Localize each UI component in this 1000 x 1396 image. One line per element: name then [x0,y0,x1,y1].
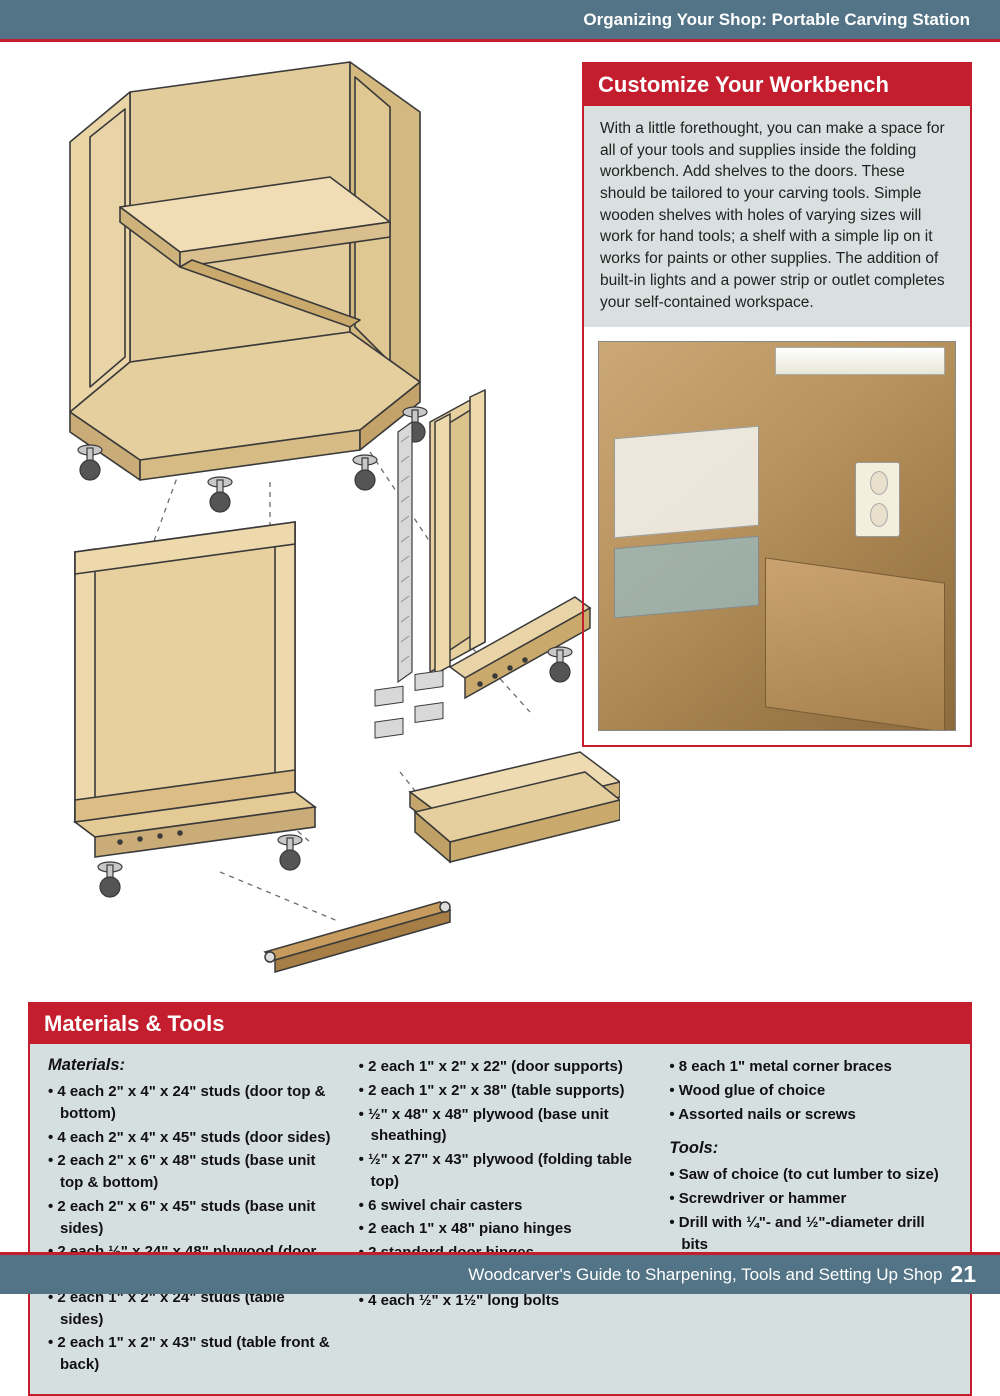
list-item: Screwdriver or hammer [669,1188,952,1210]
tools-label: Tools: [669,1139,952,1158]
materials-list-1: 4 each 2" x 4" x 24" studs (door top & b… [48,1081,331,1376]
list-item: 4 each 2" x 4" x 45" studs (door sides) [48,1127,331,1149]
sidebar-photo [598,341,956,731]
sidebar-callout: Customize Your Workbench With a little f… [582,62,972,747]
tools-list: Saw of choice (to cut lumber to size)Scr… [669,1164,952,1255]
materials-box: Materials & Tools Materials: 4 each 2" x… [28,1002,972,1396]
materials-list-3: 8 each 1" metal corner bracesWood glue o… [669,1056,952,1125]
list-item: 2 each 2" x 6" x 45" studs (base unit si… [48,1196,331,1240]
materials-title: Materials & Tools [30,1004,970,1044]
materials-col-3: 8 each 1" metal corner bracesWood glue o… [669,1056,952,1378]
list-item: 8 each 1" metal corner braces [669,1056,952,1078]
list-item: Wood glue of choice [669,1080,952,1102]
materials-label: Materials: [48,1056,331,1075]
exploded-diagram [20,52,620,992]
list-item: Drill with ¼"- and ½"-diameter drill bit… [669,1212,952,1256]
footer-text: Woodcarver's Guide to Sharpening, Tools … [468,1265,942,1285]
list-item: ½" x 27" x 43" plywood (folding table to… [359,1149,642,1193]
footer-bar: Woodcarver's Guide to Sharpening, Tools … [0,1252,1000,1294]
list-item: 6 swivel chair casters [359,1195,642,1217]
list-item: Assorted nails or screws [669,1104,952,1126]
main-content: Customize Your Workbench With a little f… [0,42,1000,1207]
list-item: 2 each 1" x 2" x 38" (table supports) [359,1080,642,1102]
sidebar-title: Customize Your Workbench [584,64,970,106]
list-item: 4 each 2" x 4" x 24" studs (door top & b… [48,1081,331,1125]
materials-col-1: Materials: 4 each 2" x 4" x 24" studs (d… [48,1056,331,1378]
header-bar: Organizing Your Shop: Portable Carving S… [0,0,1000,42]
list-item: 2 each 1" x 2" x 22" (door supports) [359,1056,642,1078]
list-item: 2 each 2" x 6" x 48" studs (base unit to… [48,1150,331,1194]
page-number: 21 [950,1261,976,1288]
sidebar-body: With a little forethought, you can make … [584,106,970,327]
list-item: 2 each 1" x 2" x 43" stud (table front &… [48,1332,331,1376]
materials-body: Materials: 4 each 2" x 4" x 24" studs (d… [30,1044,970,1394]
list-item: 2 each 1" x 48" piano hinges [359,1218,642,1240]
breadcrumb: Organizing Your Shop: Portable Carving S… [583,10,970,30]
materials-col-2: 2 each 1" x 2" x 22" (door supports)2 ea… [359,1056,642,1378]
list-item: Saw of choice (to cut lumber to size) [669,1164,952,1186]
list-item: ½" x 48" x 48" plywood (base unit sheath… [359,1104,642,1148]
